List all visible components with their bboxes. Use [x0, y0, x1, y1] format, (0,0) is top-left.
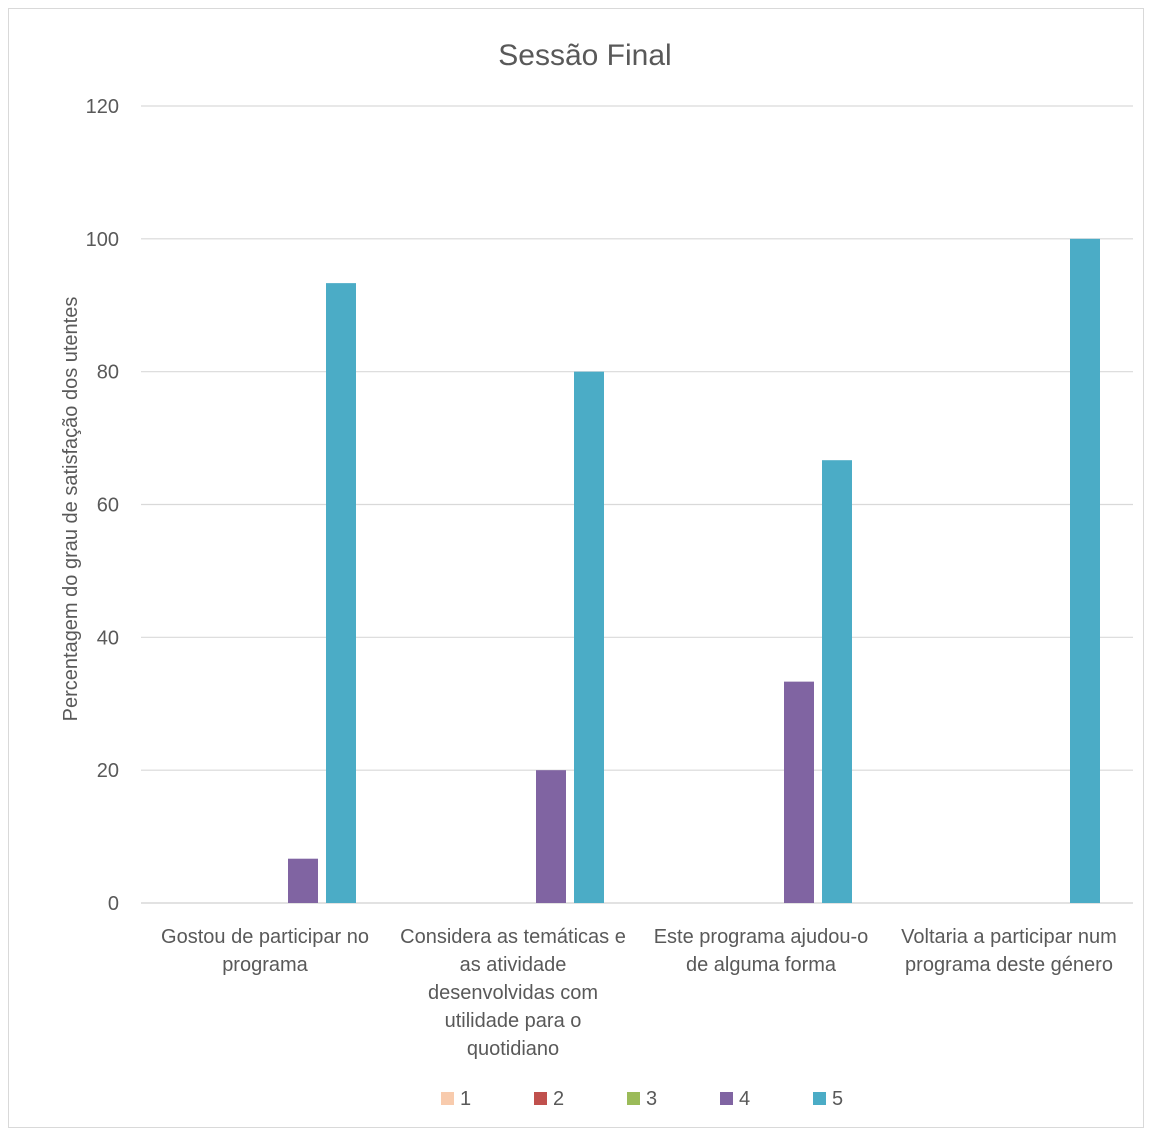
legend-swatch-4 — [720, 1092, 733, 1105]
bar-series-5 — [822, 460, 852, 903]
bars — [288, 238, 1100, 904]
legend-swatch-2 — [534, 1092, 547, 1105]
legend: 1 2 3 4 5 — [441, 1088, 843, 1110]
x-category-label: Voltaria a participar num programa deste … — [901, 926, 1117, 976]
bar-series-5 — [574, 371, 604, 904]
legend-swatch-3 — [627, 1092, 640, 1105]
bar-series-5 — [1070, 238, 1100, 904]
x-axis-category-labels: Gostou de participar no programa Considera… — [161, 926, 1117, 1060]
x-category-label: Considera as temáticas e as atividade dese… — [400, 926, 626, 1060]
legend-label-5: 5 — [832, 1088, 843, 1110]
y-tick-label: 20 — [97, 760, 119, 782]
y-axis-ticks: 0 20 40 60 80 100 120 — [86, 96, 119, 915]
bar-series-5 — [326, 283, 356, 903]
y-tick-label: 40 — [97, 627, 119, 649]
y-tick-label: 100 — [86, 229, 119, 251]
chart-frame: Sessão Final Percentagem do grau de sati… — [8, 8, 1144, 1128]
legend-label-1: 1 — [460, 1088, 471, 1110]
bar-series-4 — [784, 681, 814, 903]
x-category-label: Este programa ajudou-o de alguma forma — [654, 926, 869, 976]
legend-swatch-5 — [813, 1092, 826, 1105]
bar-chart: Sessão Final Percentagem do grau de sati… — [60, 39, 1133, 1110]
legend-label-4: 4 — [739, 1088, 750, 1110]
gridlines — [141, 105, 1133, 904]
legend-label-3: 3 — [646, 1088, 657, 1110]
y-tick-label: 60 — [97, 495, 119, 517]
y-axis-label: Percentagem do grau de satisfação dos ut… — [60, 297, 82, 722]
bar-series-4 — [288, 858, 318, 903]
x-category-label: Gostou de participar no programa — [161, 926, 369, 976]
legend-swatch-1 — [441, 1092, 454, 1105]
chart-title: Sessão Final — [498, 39, 671, 72]
y-tick-label: 120 — [86, 96, 119, 118]
bar-series-4 — [536, 770, 566, 903]
y-tick-label: 0 — [108, 893, 119, 915]
y-tick-label: 80 — [97, 362, 119, 384]
legend-label-2: 2 — [553, 1088, 564, 1110]
